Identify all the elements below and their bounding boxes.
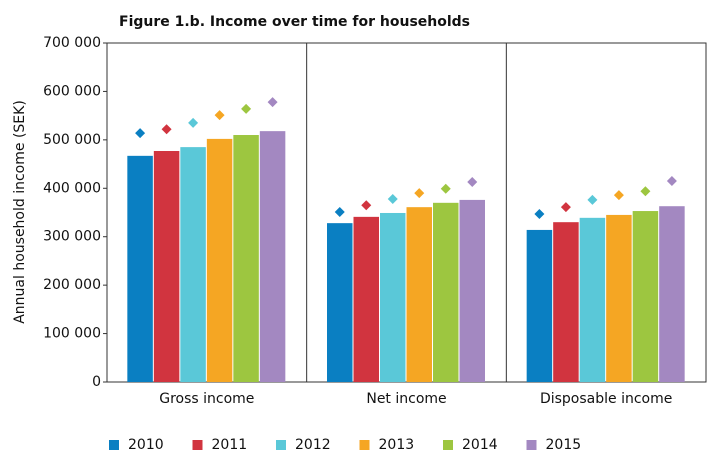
bar bbox=[206, 138, 233, 382]
legend-swatch bbox=[192, 440, 203, 450]
y-tick-label: 200 000 bbox=[43, 277, 101, 293]
bar bbox=[459, 199, 485, 382]
bar bbox=[180, 147, 206, 382]
y-axis-label: Annual household income (SEK) bbox=[12, 100, 28, 324]
marker bbox=[534, 208, 545, 219]
y-tick-label: 300 000 bbox=[43, 229, 101, 245]
y-tick-label: 400 000 bbox=[43, 180, 101, 196]
marker bbox=[241, 103, 252, 114]
y-tick-label: 700 000 bbox=[43, 35, 101, 51]
legend-label: 2012 bbox=[295, 437, 331, 453]
bar bbox=[526, 229, 553, 382]
legend-label: 2015 bbox=[546, 437, 582, 453]
bar bbox=[259, 131, 286, 382]
bar bbox=[632, 211, 659, 382]
bar bbox=[353, 216, 379, 382]
bar bbox=[153, 150, 180, 382]
legend-swatch bbox=[109, 440, 119, 450]
bar bbox=[233, 135, 259, 382]
marker bbox=[161, 124, 172, 135]
marker bbox=[214, 110, 225, 121]
bar bbox=[579, 217, 606, 382]
marker bbox=[613, 190, 624, 201]
x-tick-label: Gross income bbox=[159, 391, 254, 407]
marker bbox=[188, 117, 199, 128]
legend-label: 2014 bbox=[462, 437, 498, 453]
bar bbox=[127, 155, 153, 382]
legend-swatch bbox=[359, 440, 370, 450]
bar bbox=[659, 206, 685, 382]
marker bbox=[587, 194, 598, 205]
x-tick-label: Net income bbox=[366, 391, 446, 407]
marker bbox=[414, 188, 425, 199]
bar bbox=[433, 202, 459, 382]
marker bbox=[467, 176, 478, 187]
bar bbox=[553, 222, 579, 382]
legend-label: 2010 bbox=[128, 437, 164, 453]
y-tick-label: 500 000 bbox=[43, 132, 101, 148]
legend-swatch bbox=[443, 440, 453, 450]
legend-label: 2013 bbox=[379, 437, 415, 453]
marker bbox=[387, 193, 398, 204]
y-tick-label: 100 000 bbox=[43, 326, 101, 342]
marker bbox=[666, 176, 677, 187]
bar bbox=[327, 223, 353, 382]
marker bbox=[560, 202, 571, 213]
x-tick-label: Disposable income bbox=[540, 391, 672, 407]
marker bbox=[135, 128, 146, 139]
bar bbox=[380, 212, 406, 382]
marker bbox=[267, 97, 278, 108]
marker bbox=[640, 186, 651, 197]
y-tick-label: 600 000 bbox=[43, 83, 101, 99]
legend-swatch bbox=[276, 440, 286, 450]
marker bbox=[361, 200, 372, 211]
bar bbox=[606, 214, 632, 382]
legend-label: 2011 bbox=[212, 437, 248, 453]
chart-title: Figure 1.b. Income over time for househo… bbox=[119, 14, 470, 30]
marker bbox=[334, 207, 345, 218]
y-tick-label: 0 bbox=[92, 374, 101, 390]
marker bbox=[440, 183, 451, 194]
bar bbox=[406, 207, 432, 382]
legend-swatch bbox=[526, 440, 537, 450]
